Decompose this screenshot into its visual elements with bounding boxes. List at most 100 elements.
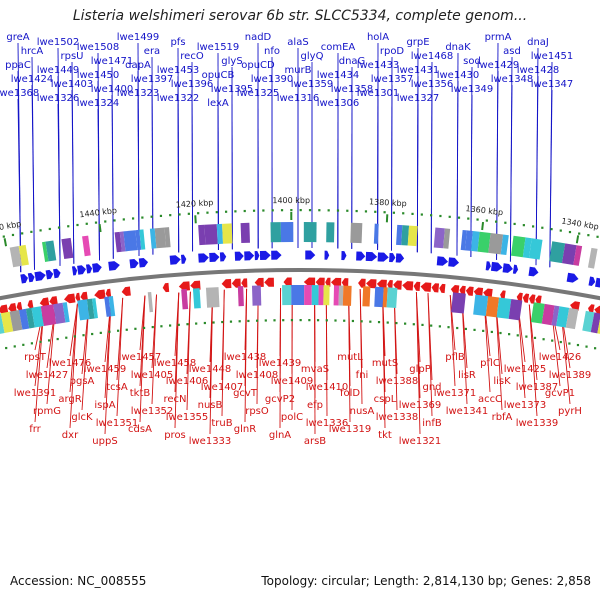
gene-label: lwe1371	[434, 388, 477, 399]
outer-ring-dot	[271, 209, 274, 212]
inner-ring-dot	[177, 323, 180, 326]
gene-label: dxr	[62, 430, 79, 441]
inner-ring-dot	[212, 321, 215, 324]
outer-ring-dot	[39, 229, 42, 232]
gene-label: nusB	[198, 400, 223, 411]
outer-ring-dot	[568, 230, 572, 234]
gene-label: lwe1450	[77, 70, 120, 81]
forward-gene-arrow	[341, 251, 347, 261]
gene-leader-line	[31, 84, 35, 270]
forward-gene-arrow	[436, 256, 449, 266]
forward-gene-arrow	[244, 251, 255, 261]
gene-label: lwe1396	[171, 79, 214, 90]
gene-label: recO	[180, 51, 204, 62]
inner-ring-dot	[229, 320, 233, 323]
gene-label: era	[144, 46, 160, 57]
inner-ring-dot	[186, 323, 189, 326]
gene-leader-line	[256, 288, 259, 405]
feature-block	[41, 241, 49, 262]
feature-block	[522, 237, 532, 259]
outer-ring-dot	[280, 209, 284, 212]
gene-leader-line	[137, 98, 140, 256]
reverse-gene-arrow	[8, 303, 17, 313]
gene-label: lwe1508	[77, 42, 120, 53]
feature-block	[291, 285, 305, 306]
feature-block	[460, 229, 467, 251]
gene-label: gnd	[422, 382, 441, 393]
inner-ring-dot	[282, 319, 285, 322]
feature-block	[18, 244, 29, 266]
outer-ring-dot	[178, 213, 181, 216]
gene-label: efp	[307, 400, 323, 411]
gene-label: lwe1388	[376, 376, 419, 387]
gene-label: pflC	[480, 358, 500, 369]
feature-block	[470, 231, 480, 252]
outer-ring-dot	[48, 227, 51, 231]
outer-ring-dot	[448, 215, 451, 218]
gene-leader-line	[69, 303, 78, 429]
feature-block	[549, 241, 566, 264]
forward-gene-arrow	[169, 255, 181, 265]
reverse-gene-arrow	[264, 277, 274, 287]
gene-leader-line	[186, 291, 191, 411]
reverse-gene-arrow	[522, 293, 530, 303]
reverse-gene-arrow	[535, 295, 542, 305]
gene-label: lwe1428	[517, 65, 560, 76]
feature-block	[154, 227, 167, 249]
outer-ring-dot	[215, 211, 218, 214]
gene-label: lwe1326	[37, 93, 80, 104]
feature-color-track-top	[9, 222, 598, 269]
gene-label: lwe1409	[271, 376, 314, 387]
gene-leader-line	[279, 288, 282, 429]
outer-ring-dot	[355, 209, 358, 213]
gene-label: lwe1349	[451, 84, 494, 95]
inner-ring-dot	[73, 335, 77, 338]
outer-ring-dot	[224, 210, 228, 213]
outer-ring-dot	[76, 223, 79, 227]
gene-label: lwe1321	[399, 436, 442, 447]
forward-gene-arrow	[588, 276, 596, 286]
gene-label: glyQ	[301, 51, 324, 62]
feature-block	[91, 298, 98, 319]
inner-ring-dot	[316, 319, 320, 322]
gene-label: lwe1338	[376, 412, 419, 423]
gene-label: rpmG	[33, 406, 61, 417]
forward-gene-arrow	[20, 274, 29, 284]
forward-gene-arrow	[448, 257, 460, 267]
gene-label: lwe1406	[166, 376, 209, 387]
feature-block	[530, 302, 545, 324]
gene-label: lwe1429	[477, 60, 520, 71]
inner-ring-dot	[430, 324, 433, 327]
outer-ring-dot	[402, 212, 405, 215]
gene-label: lwe1449	[37, 65, 80, 76]
inner-ring-dot	[525, 335, 528, 338]
gene-label: lwe1424	[11, 74, 54, 85]
feature-block	[108, 296, 116, 317]
gene-label: arsB	[304, 436, 326, 447]
gene-label: cspL	[374, 394, 397, 405]
outer-ring-dot	[30, 230, 33, 233]
feature-block	[443, 228, 451, 249]
reverse-gene-arrow	[325, 277, 331, 287]
gene-label: glcK	[71, 412, 93, 423]
gene-label: lwe1430	[437, 70, 480, 81]
gene-label: lwe1405	[131, 370, 174, 381]
feature-block	[181, 289, 189, 310]
gene-leader-line	[111, 94, 114, 259]
feature-block	[135, 229, 142, 251]
feature-block	[587, 247, 598, 269]
forward-gene-arrow	[254, 251, 260, 261]
gene-label: lwe1341	[446, 406, 489, 417]
inner-ring-dot	[334, 319, 337, 322]
reverse-gene-arrow	[105, 288, 112, 299]
gene-label: lwe1301	[357, 88, 400, 99]
reverse-gene-arrow	[315, 277, 325, 287]
feature-block	[496, 297, 512, 319]
feature-block	[237, 286, 244, 307]
feature-block	[582, 310, 595, 333]
gene-leader-line	[97, 108, 100, 261]
outer-ring-dot	[104, 220, 107, 223]
reverse-gene-arrow	[473, 287, 484, 297]
inner-ring-dot	[404, 322, 407, 325]
